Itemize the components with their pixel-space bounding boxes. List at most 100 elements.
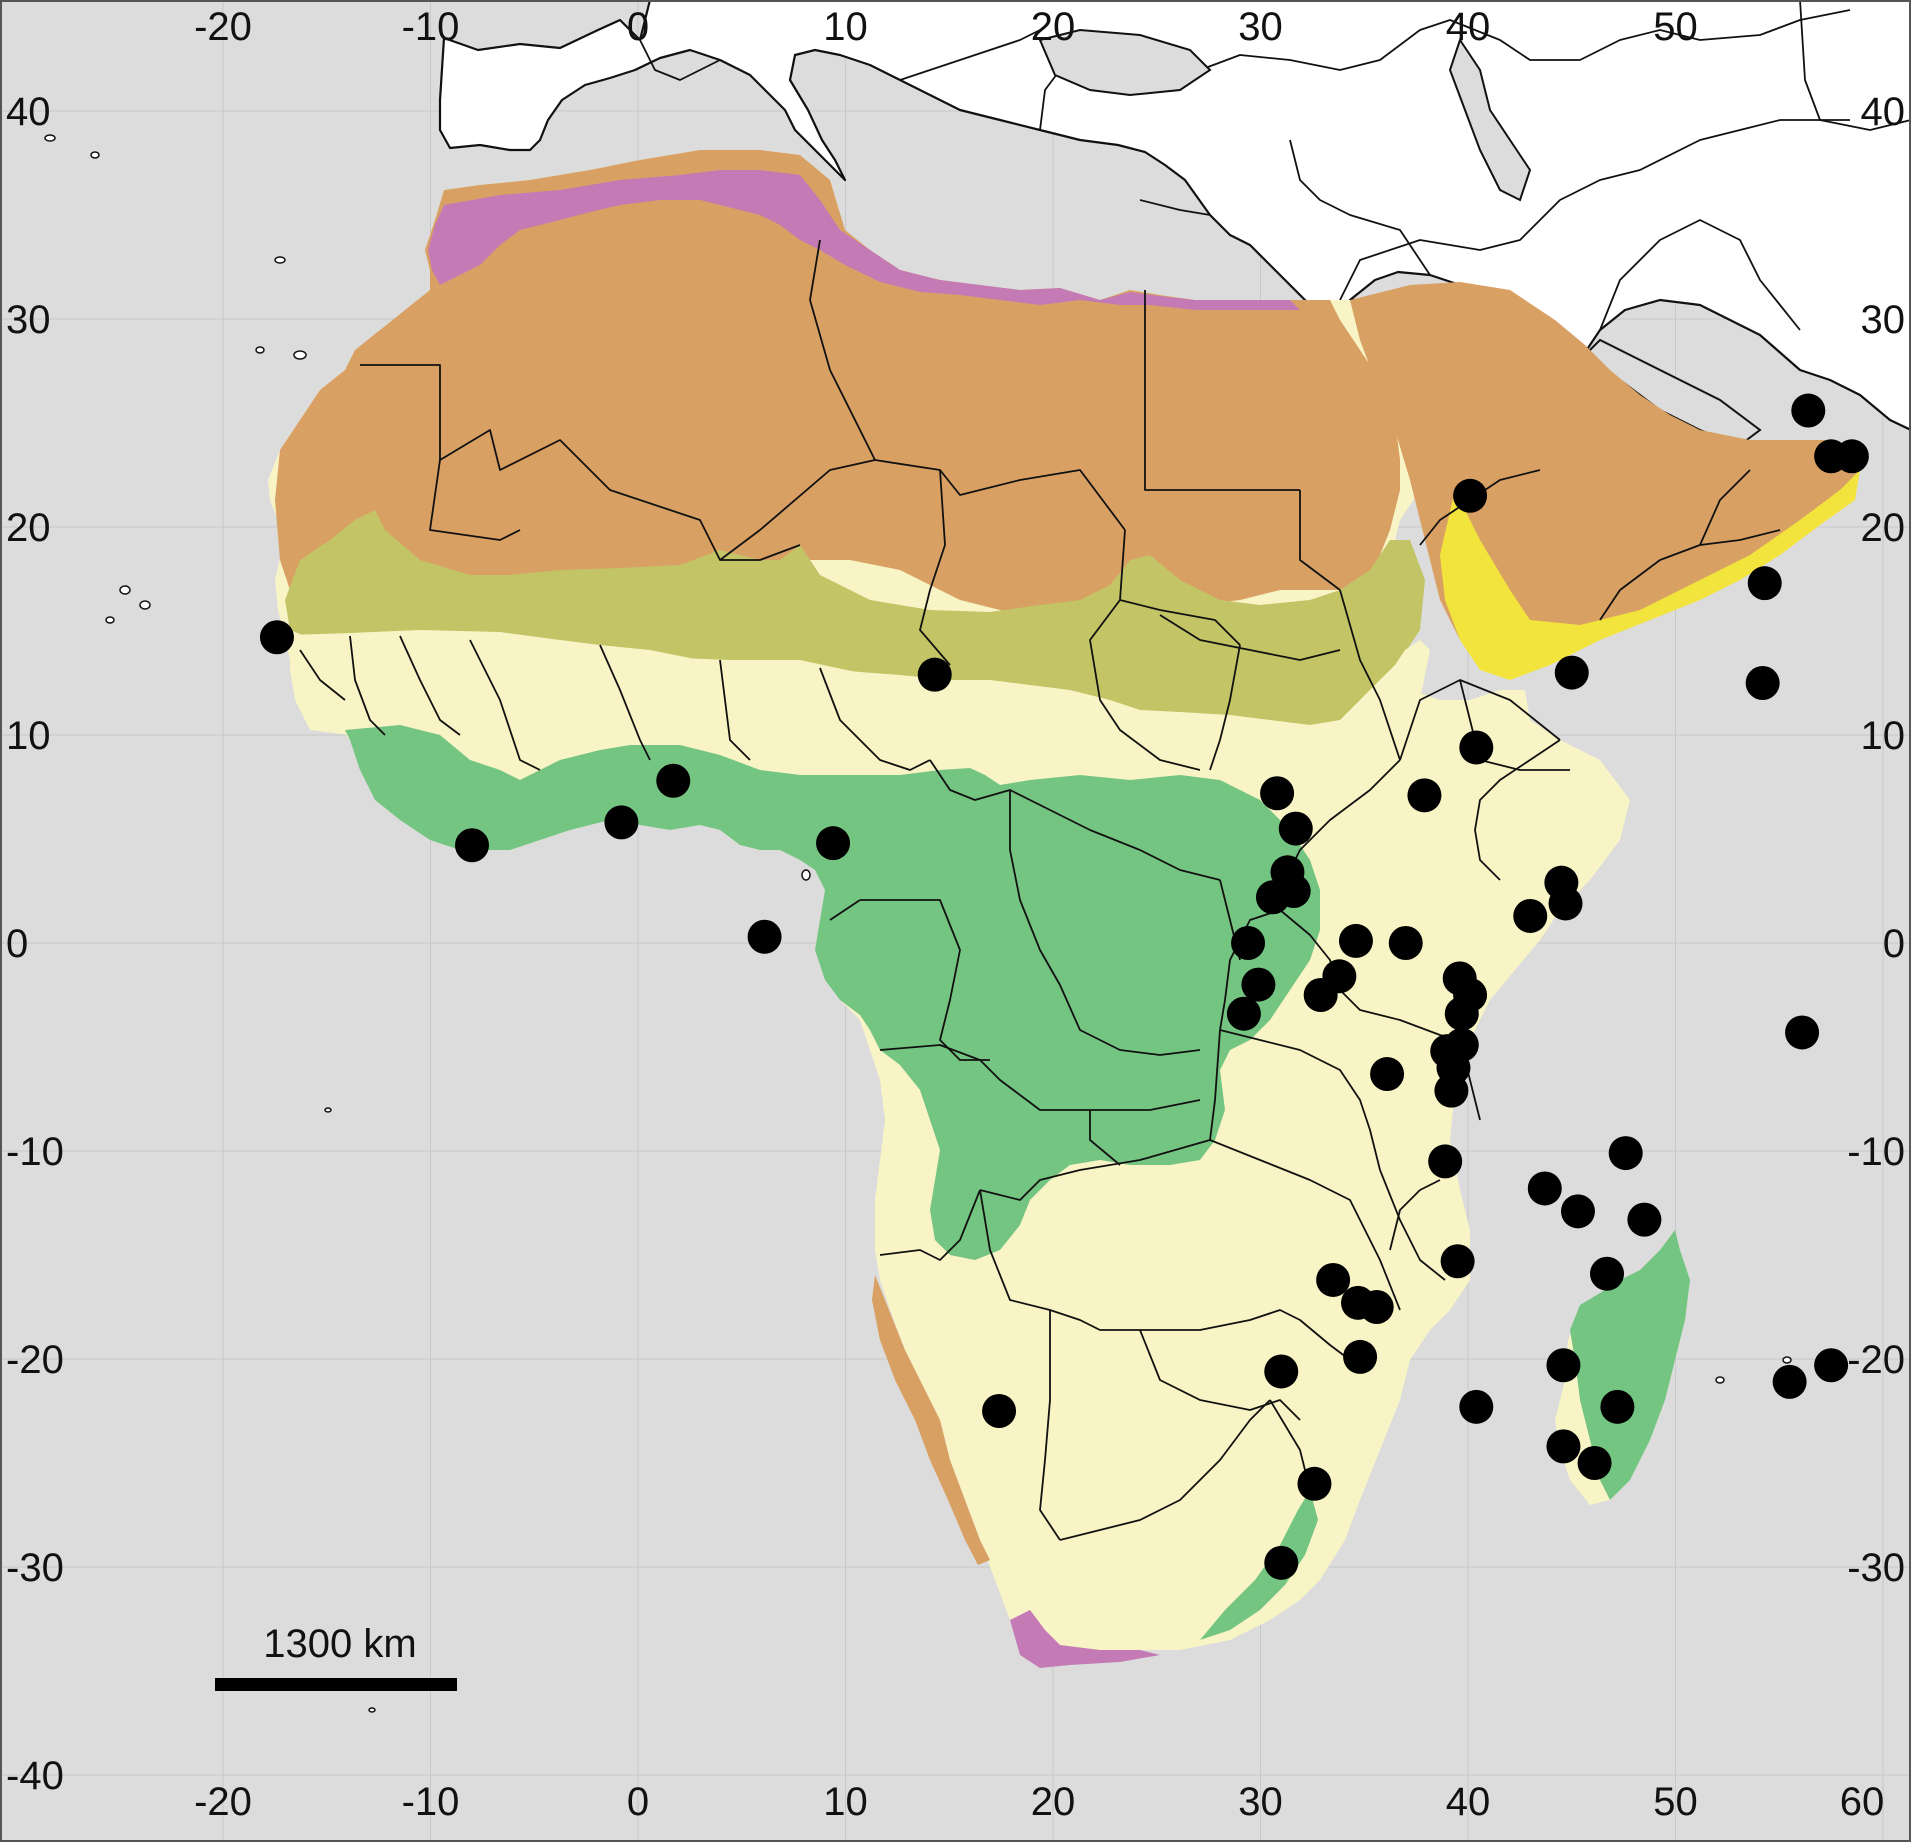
site-marker <box>1388 926 1423 960</box>
site-marker <box>747 919 782 954</box>
site-marker <box>1513 898 1548 933</box>
x-tick-label: 20 <box>1031 5 1076 49</box>
x-tick-label: -20 <box>194 5 252 49</box>
site-marker <box>1231 926 1266 960</box>
site-marker <box>1785 1015 1820 1050</box>
x-tick-label: -10 <box>402 1780 460 1824</box>
site-marker <box>1264 1545 1299 1580</box>
site-marker <box>1444 1027 1479 1062</box>
site-marker <box>1577 1446 1612 1480</box>
mediterranean-south-zone <box>1010 1610 1160 1668</box>
x-tick-label: 50 <box>1653 5 1698 49</box>
savanna-north-band <box>290 630 1430 790</box>
madagascar-forest <box>1570 1230 1690 1500</box>
y-tick-labels-right: 40 30 20 10 0 -10 -20 -30 <box>1847 90 1905 1590</box>
y-tick-label: -10 <box>6 1130 64 1174</box>
scale-bar-label: 1300 km <box>263 1622 416 1666</box>
y-tick-label: 0 <box>1883 922 1905 966</box>
site-marker <box>1343 1339 1378 1374</box>
site-marker <box>1428 1144 1463 1179</box>
scale-bar: 1300 km <box>215 1622 457 1691</box>
site-marker <box>1834 439 1869 474</box>
caspian-sea <box>1448 37 1532 202</box>
site-marker <box>1278 811 1313 846</box>
y-tick-label: 30 <box>6 298 51 342</box>
site-marker <box>1226 996 1261 1031</box>
site-marker <box>1527 1171 1562 1206</box>
x-tick-label: 10 <box>823 5 868 49</box>
site-marker <box>1444 996 1479 1031</box>
site-marker <box>1772 1364 1807 1399</box>
site-marker <box>1608 1136 1643 1171</box>
site-marker <box>604 805 639 840</box>
y-tick-label: 40 <box>6 90 51 134</box>
x-tick-label: 50 <box>1653 1780 1698 1824</box>
site-marker <box>455 828 489 863</box>
arabia-coastal-zone <box>1440 470 1860 680</box>
x-tick-labels-bottom: -20 -10 0 10 20 30 40 50 60 <box>194 1780 1884 1824</box>
site-marker <box>1407 778 1442 813</box>
y-tick-label: 10 <box>1861 714 1906 758</box>
site-marker <box>1260 776 1295 811</box>
x-tick-label: 0 <box>627 5 649 49</box>
site-markers <box>259 393 1869 1580</box>
x-tick-label: 0 <box>627 1780 649 1824</box>
x-tick-labels-top: -20 -10 0 10 20 30 40 50 <box>194 5 1698 49</box>
site-marker <box>1814 1348 1849 1383</box>
site-marker <box>1600 1389 1635 1424</box>
x-tick-label: 20 <box>1031 1780 1076 1824</box>
site-marker <box>1459 1389 1494 1424</box>
y-tick-label: 30 <box>1861 298 1906 342</box>
site-marker <box>1338 923 1373 958</box>
site-marker <box>1316 1262 1351 1297</box>
site-marker <box>816 826 851 861</box>
site-marker <box>1791 393 1826 428</box>
site-marker <box>1440 1244 1475 1279</box>
black-sea <box>1038 28 1212 97</box>
y-tick-label: -40 <box>6 1754 64 1798</box>
y-tick-label: -20 <box>1847 1338 1905 1382</box>
x-tick-label: 40 <box>1446 5 1491 49</box>
site-marker <box>1546 1429 1581 1464</box>
site-marker <box>1370 1057 1405 1092</box>
site-marker <box>1554 655 1589 690</box>
islands <box>44 134 1800 1713</box>
desert-zone <box>275 150 1400 625</box>
forest-zone <box>345 725 1320 1260</box>
scale-bar-line <box>215 1678 457 1691</box>
y-tick-labels-left: 40 30 20 10 0 -10 -20 -30 -40 <box>6 90 64 1798</box>
site-marker <box>1303 978 1338 1012</box>
site-marker <box>259 620 294 655</box>
site-marker <box>1548 886 1583 921</box>
site-marker <box>1590 1256 1625 1291</box>
y-tick-label: -20 <box>6 1338 64 1382</box>
namib-desert-zone <box>872 1275 990 1565</box>
x-tick-label: -20 <box>194 1780 252 1824</box>
y-tick-label: -10 <box>1847 1130 1905 1174</box>
site-marker <box>1264 1354 1299 1389</box>
site-marker <box>1546 1348 1581 1383</box>
site-marker <box>656 763 691 798</box>
x-tick-label: -10 <box>402 5 460 49</box>
site-marker <box>1459 730 1494 765</box>
site-marker <box>1434 1073 1469 1108</box>
x-tick-label: 40 <box>1446 1780 1491 1824</box>
site-marker <box>1276 874 1311 908</box>
site-marker <box>982 1394 1017 1428</box>
y-tick-label: -30 <box>6 1546 64 1590</box>
x-tick-label: 30 <box>1238 1780 1283 1824</box>
y-tick-label: 0 <box>6 922 28 966</box>
y-tick-label: 20 <box>1861 506 1906 550</box>
x-tick-label: 30 <box>1238 5 1283 49</box>
y-tick-label: -30 <box>1847 1546 1905 1590</box>
x-tick-label: 60 <box>1840 1780 1885 1824</box>
y-tick-label: 20 <box>6 506 51 550</box>
site-marker <box>1453 478 1488 513</box>
y-tick-label: 40 <box>1861 90 1906 134</box>
y-tick-label: 10 <box>6 714 51 758</box>
site-marker <box>1627 1202 1662 1237</box>
site-marker <box>1745 666 1780 700</box>
site-marker <box>1359 1290 1394 1324</box>
